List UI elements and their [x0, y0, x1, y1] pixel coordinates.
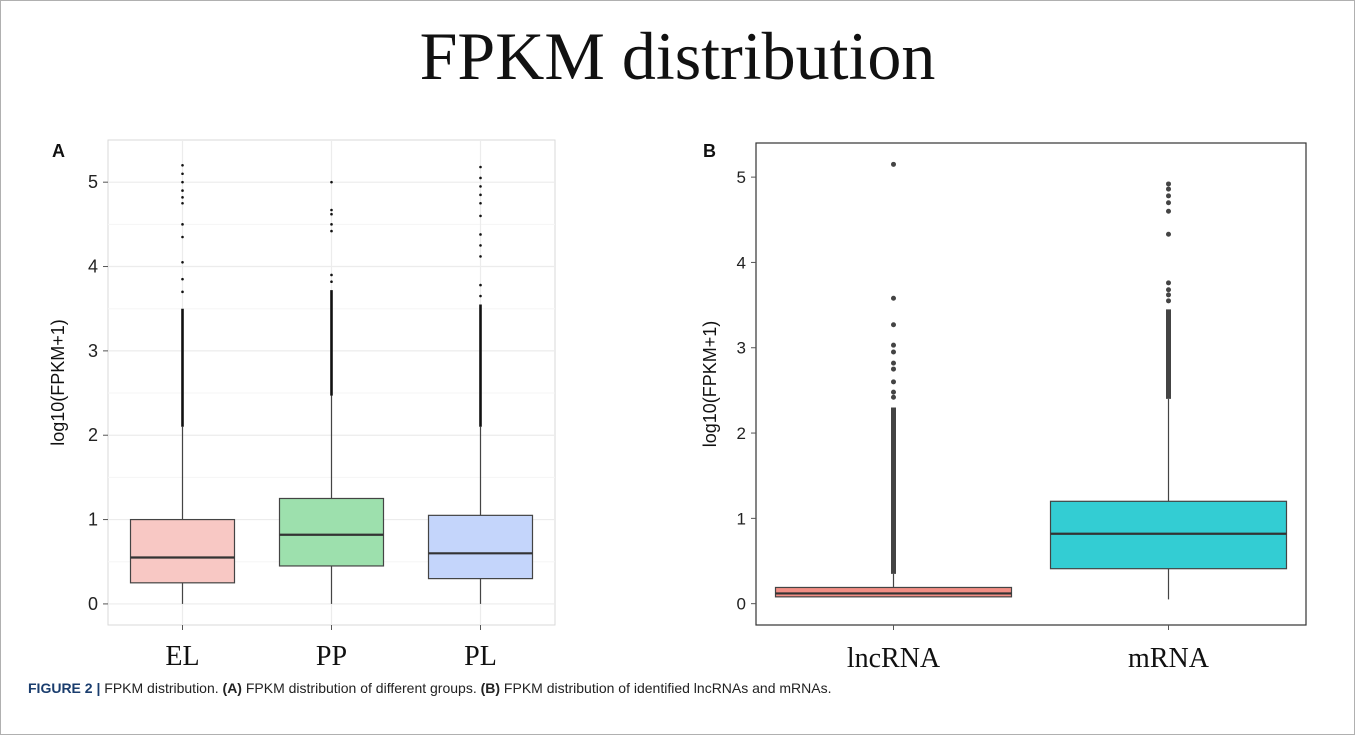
- caption-text-1: FPKM distribution.: [100, 680, 223, 696]
- panel-b-y-axis-label: log10(FPKM+1): [700, 321, 720, 448]
- panel-b-outlier-lncRNA: [891, 295, 896, 301]
- panel-b-outlier-lncRNA: [891, 161, 896, 167]
- panel-a-outlier-PL: [479, 294, 482, 298]
- panel-a-outlier-PL: [479, 283, 482, 287]
- panel-a-y-tick-label: 5: [88, 172, 98, 192]
- panel-b-outlier-lncRNA: [891, 366, 896, 372]
- panel-a-outlier-EL: [181, 201, 184, 205]
- panel-b-outlier-mRNA: [1166, 200, 1171, 206]
- panel-a-outlier-EL: [181, 172, 184, 176]
- caption-label-a: (A): [222, 680, 242, 696]
- panel-a-outlier-EL: [181, 189, 184, 192]
- panel-a-outlier-PP: [330, 212, 333, 216]
- panel-a-outlier-PL: [479, 201, 482, 205]
- panel-a-outlier-PP: [330, 223, 333, 226]
- panel-b-outlier-mRNA: [1166, 231, 1171, 237]
- panel-a-y-tick-label: 2: [88, 425, 98, 445]
- panel-b-outlier-mRNA: [1166, 208, 1171, 214]
- panel-a-outlier-PL: [479, 255, 482, 258]
- panel-b-outlier-lncRNA: [891, 349, 896, 355]
- panel-b-outlier-lncRNA: [891, 379, 896, 385]
- panel-a-box-PP: [278, 497, 385, 567]
- panel-a-box-EL: [129, 518, 236, 584]
- caption-text-2: FPKM distribution of different groups.: [241, 680, 481, 696]
- caption-label-b: (B): [480, 680, 501, 696]
- caption-text-3: FPKM distribution of identified lncRNAs …: [500, 680, 832, 696]
- panel-b-box-mRNA: [1049, 500, 1288, 570]
- panel-a-outlier-PL: [479, 165, 482, 169]
- panel-b-y-tick-label: 1: [737, 509, 746, 528]
- panel-b-outlier-mRNA: [1166, 287, 1171, 293]
- panel-b-outlier-mRNA: [1166, 292, 1171, 298]
- panel-a-outlier-PP: [330, 208, 333, 212]
- panel-a-outlier-EL: [181, 261, 184, 264]
- panel-a-outlier-PP: [330, 180, 333, 184]
- panel-a-box-PL: [427, 514, 534, 580]
- panel-a-y-tick-label: 0: [88, 594, 98, 614]
- panel-b-outlier-lncRNA: [891, 360, 896, 366]
- panel-a-x-tick-label-PP: PP: [316, 641, 347, 670]
- panel-b-label: B: [703, 141, 716, 161]
- panel-a-x-tick-label-EL: EL: [165, 641, 199, 670]
- panel-a-outlier-PP: [330, 280, 333, 284]
- figure-title: FPKM distribution: [419, 18, 936, 94]
- panel-a-label: A: [52, 141, 65, 161]
- panel-a-outlier-EL: [181, 180, 184, 184]
- panel-b-box-lncRNA: [774, 586, 1013, 598]
- panel-b-outlier-mRNA: [1166, 186, 1171, 192]
- panel-a-outlier-EL: [181, 290, 184, 294]
- panel-b-x-tick-label-mRNA: mRNA: [1128, 643, 1210, 670]
- panel-a-x-tick-label-PL: PL: [464, 641, 497, 670]
- panel-b-y-tick-label: 0: [737, 595, 746, 614]
- panel-b-y-tick-label: 2: [737, 424, 746, 443]
- panel-a-outlier-PP: [330, 229, 333, 233]
- panel-b-outlier-mRNA: [1166, 193, 1171, 199]
- panel-a-outlier-EL: [181, 235, 184, 239]
- panel-b-outlier-mRNA: [1166, 280, 1171, 286]
- panel-a-outlier-EL: [181, 277, 184, 281]
- panel-b-y-tick-label: 5: [737, 168, 746, 187]
- panel-a-outlier-PL: [479, 185, 482, 188]
- panel-b-outlier-lncRNA: [891, 394, 896, 400]
- panel-a-outlier-EL: [181, 164, 184, 167]
- chart-svg: A B 0 1 2 3 4 5 log10(FPKM+1) EL PP PL 0 1 2 3 4 5 log1…: [48, 139, 1307, 670]
- panel-b-y-tick-label: 3: [737, 339, 746, 358]
- panel-a-y-tick-label: 3: [88, 341, 98, 361]
- panel-a-y-axis-label: log10(FPKM+1): [48, 319, 68, 446]
- caption-figure-label: FIGURE 2 |: [28, 680, 101, 696]
- panel-a-outlier-PP: [330, 273, 333, 277]
- panel-b-y-tick-label: 4: [737, 253, 746, 272]
- panel-a-plot: 0 1 2 3 4 5 log10(FPKM+1) EL PP PL: [48, 139, 556, 670]
- panel-b-outlier-mRNA: [1166, 181, 1171, 187]
- panel-b-plot: 0 1 2 3 4 5 log10(FPKM+1) lncRNA mRNA: [700, 142, 1307, 670]
- panel-a-outlier-EL: [181, 223, 184, 226]
- panel-b-x-tick-label-lncRNA: lncRNA: [847, 643, 941, 670]
- figure-caption: FIGURE 2 | FPKM distribution. (A) FPKM d…: [28, 680, 1328, 696]
- panel-a-y-tick-label: 1: [88, 510, 98, 530]
- panel-b-outlier-mRNA: [1166, 298, 1171, 304]
- panel-b-outlier-lncRNA: [891, 342, 896, 348]
- panel-a-outlier-PL: [479, 233, 482, 236]
- panel-a-outlier-PL: [479, 244, 482, 247]
- panel-a-outlier-PL: [479, 176, 482, 180]
- panel-a-y-tick-label: 4: [88, 257, 98, 277]
- panel-b-outlier-lncRNA: [891, 322, 896, 328]
- panel-a-outlier-PL: [479, 214, 482, 218]
- panel-b-outlier-lncRNA: [891, 389, 896, 395]
- panel-a-outlier-EL: [181, 196, 184, 199]
- panel-a-outlier-PL: [479, 193, 482, 197]
